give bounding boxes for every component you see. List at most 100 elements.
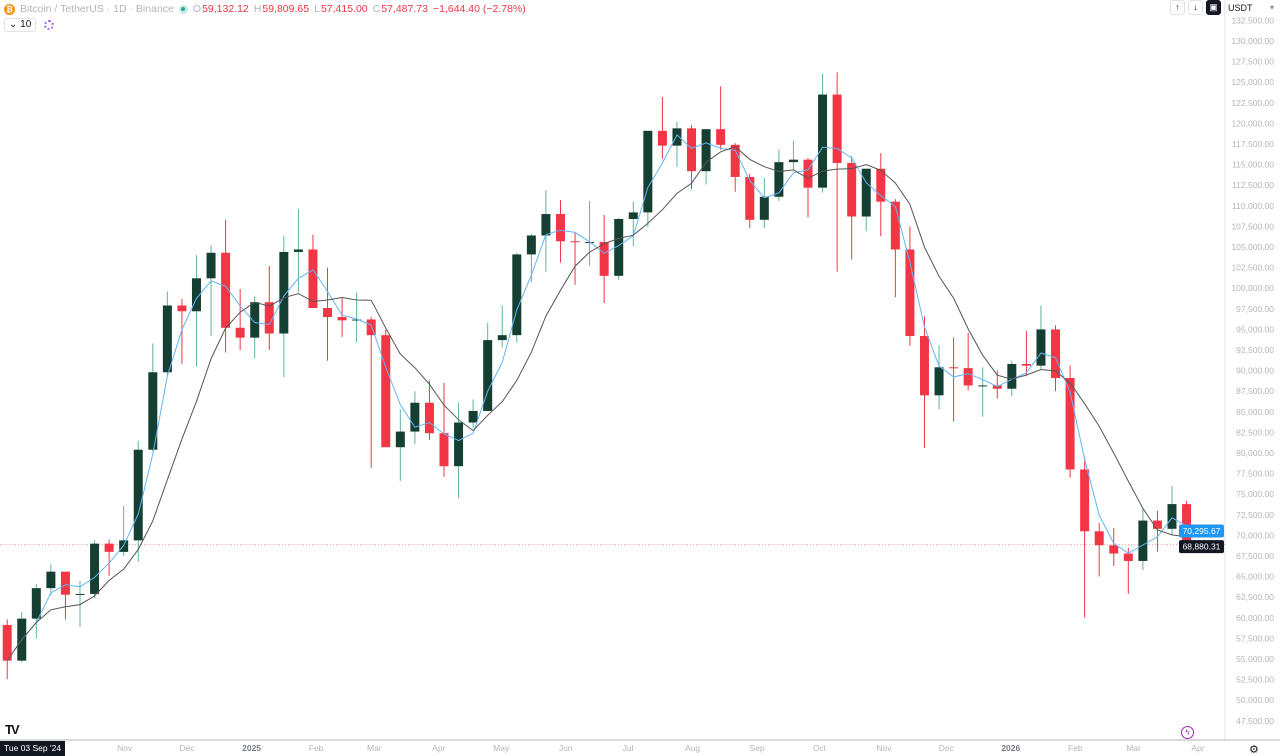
candle-body: [1007, 364, 1017, 389]
candle-body: [75, 593, 85, 595]
candle-body: [1051, 329, 1061, 379]
candle-body: [352, 319, 362, 321]
candle-body: [818, 94, 828, 188]
candle-body: [978, 385, 988, 387]
candle: [1167, 485, 1177, 536]
candle-body: [90, 543, 100, 594]
tradingview-logo[interactable]: TV: [5, 722, 20, 737]
time-tick-label: Dec: [180, 743, 196, 753]
candle: [162, 291, 172, 376]
price-tick-label: 90,000.00: [1236, 366, 1274, 376]
price-tick-label: 127,500.00: [1231, 57, 1274, 67]
time-tick-label: Mar: [1126, 743, 1141, 753]
candle: [832, 72, 842, 272]
candle: [628, 201, 638, 247]
candle: [424, 380, 434, 440]
candle-body: [949, 367, 959, 369]
time-tick-label: Apr: [432, 743, 445, 753]
candle: [352, 292, 362, 343]
indicators-toggle[interactable]: ⌄ 10: [4, 18, 37, 32]
candle: [454, 402, 464, 499]
candle: [366, 317, 376, 468]
candle: [890, 199, 900, 298]
symbol-title[interactable]: Bitcoin / TetherUS · 1D · Binance: [20, 3, 174, 15]
indicator-settings-icon[interactable]: [44, 20, 55, 30]
candle-body: [1109, 545, 1119, 554]
candle: [803, 158, 813, 218]
price-tick-label: 100,000.00: [1231, 283, 1274, 293]
lightning-icon[interactable]: ϟ: [1181, 726, 1194, 739]
candle-body: [424, 402, 434, 434]
ohlc-high: H59,809.65: [253, 3, 310, 15]
time-tick-label: Apr: [1191, 743, 1204, 753]
candle: [1152, 510, 1162, 552]
candle-body: [687, 128, 697, 172]
candle: [818, 73, 828, 193]
candle: [570, 232, 580, 285]
candle: [1065, 365, 1075, 478]
price-tick-label: 82,500.00: [1236, 427, 1274, 437]
candle: [905, 226, 915, 346]
price-tick-label: 67,500.00: [1236, 551, 1274, 561]
price-tick-label: 102,500.00: [1231, 263, 1274, 273]
time-tick-label: Feb: [1068, 743, 1083, 753]
candle-body: [861, 168, 871, 217]
time-tick-label: Mar: [367, 743, 382, 753]
price-tick-label: 130,000.00: [1231, 36, 1274, 46]
candle-body: [614, 218, 624, 276]
candle: [191, 255, 201, 367]
price-tick-label: 57,500.00: [1236, 633, 1274, 643]
currency-select[interactable]: USDT: [1224, 1, 1280, 15]
candle-body: [206, 252, 216, 279]
candle-body: [323, 307, 333, 318]
candle-body: [279, 251, 289, 334]
screenshot-icon[interactable]: ▣: [1206, 0, 1221, 15]
candle: [31, 584, 41, 639]
candle-body: [541, 214, 551, 236]
candle: [1036, 305, 1046, 369]
time-tick-label: 2026: [1001, 743, 1020, 753]
candle-body: [730, 144, 740, 177]
time-tick-label: Aug: [685, 743, 700, 753]
candle-body: [701, 129, 711, 172]
price-tick-label: 65,000.00: [1236, 572, 1274, 582]
time-tick-label: Nov: [117, 743, 133, 753]
candle: [323, 267, 333, 361]
candle-body: [1182, 504, 1192, 545]
gear-icon[interactable]: ⚙: [1249, 744, 1259, 756]
candle: [541, 190, 551, 272]
candle: [293, 209, 303, 293]
candle-body: [1167, 504, 1177, 529]
time-tick-label: Oct: [813, 743, 827, 753]
candle: [1138, 508, 1148, 571]
candle: [279, 235, 289, 378]
candle-body: [410, 402, 420, 432]
candle: [876, 153, 886, 237]
price-tick-label: 75,000.00: [1236, 489, 1274, 499]
candle: [745, 173, 755, 229]
candle-body: [366, 319, 376, 336]
candle: [701, 129, 711, 185]
candle-body: [235, 327, 245, 338]
scroll-down-button[interactable]: ↓: [1188, 0, 1203, 15]
candle-body: [439, 433, 449, 467]
ohlc-low: L57,415.00: [314, 3, 368, 15]
candle: [1109, 527, 1119, 566]
candle-body: [46, 571, 56, 589]
candle-body: [104, 543, 114, 552]
candle: [75, 580, 85, 627]
candle-body: [890, 201, 900, 250]
crosshair-date-label: Tue 03 Sep '24: [0, 741, 66, 756]
time-tick-label: Dec: [939, 743, 955, 753]
candle-body: [468, 410, 478, 423]
scroll-up-button[interactable]: ↑: [1170, 0, 1185, 15]
candle-body: [483, 340, 493, 411]
price-tick-label: 125,000.00: [1231, 77, 1274, 87]
candle: [512, 252, 522, 343]
candle-body: [148, 372, 158, 450]
price-tick-label: 62,500.00: [1236, 592, 1274, 602]
top-right-toolbar: ↑ ↓ ▣ USDT: [1170, 0, 1280, 15]
candle: [963, 332, 973, 391]
price-tick-label: 120,000.00: [1231, 118, 1274, 128]
